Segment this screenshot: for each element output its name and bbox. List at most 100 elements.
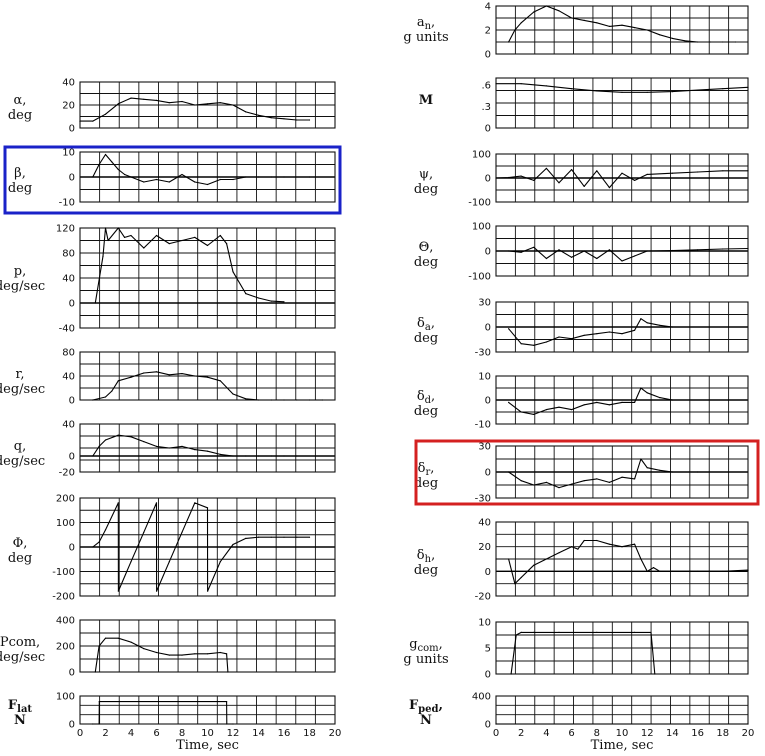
point-q (143, 441, 145, 443)
point-delta_r (634, 478, 636, 480)
point-delta_h (652, 567, 655, 569)
point-theta (596, 257, 598, 260)
ytick-theta: 100 (472, 222, 491, 233)
ytick-an: 0 (485, 50, 491, 61)
ytick-pcom: 0 (69, 668, 75, 679)
point-pcom (130, 641, 132, 643)
param-unit-delta_d: deg (414, 404, 438, 419)
frame-r (79, 351, 336, 401)
param-unit-phi: deg (8, 551, 32, 566)
point-psi (634, 179, 636, 181)
xtick-left: 16 (278, 728, 291, 739)
point-q (206, 450, 209, 452)
point-an (709, 41, 711, 43)
ytick-pcom: 400 (56, 616, 75, 627)
point-M (671, 91, 674, 93)
ytick-theta: -100 (468, 272, 491, 283)
point-q (117, 434, 119, 436)
xtick-left: 4 (128, 728, 134, 739)
xtick-right: 2 (518, 728, 524, 739)
point-theta (646, 250, 648, 252)
series-line-q (92, 434, 297, 457)
point-an (722, 41, 724, 43)
point-q (194, 449, 196, 451)
point-delta_a (671, 326, 674, 328)
point-an (583, 19, 585, 21)
point-delta_h (508, 558, 510, 560)
point-theta (722, 248, 724, 250)
ytick-gcom: 10 (478, 618, 491, 629)
point-beta (117, 168, 119, 171)
point-delta_a (621, 333, 623, 335)
point-beta (308, 176, 311, 178)
point-delta_r (659, 469, 661, 471)
point-q (104, 439, 107, 441)
param-label-delta_r: δr, (418, 461, 435, 478)
point-q (296, 455, 298, 457)
point-flat (98, 701, 100, 703)
point-theta (571, 256, 573, 258)
highlight-box-beta (3, 145, 342, 215)
param-label-M: M (419, 93, 433, 108)
point-phi (168, 561, 170, 563)
point-q (92, 455, 94, 457)
xtick-right: 14 (666, 728, 679, 739)
point-an (621, 24, 623, 26)
ytick-delta_d: -10 (475, 420, 491, 431)
point-delta_r (583, 480, 585, 482)
point-delta_h (533, 564, 535, 566)
point-beta (181, 173, 183, 176)
panels: 40200α,deg100-10β,deg12080400-40p,deg/se… (0, 2, 749, 731)
point-delta_d (520, 411, 522, 413)
point-phi (245, 537, 247, 540)
xtick-right: 12 (641, 728, 654, 739)
ytick-flat: 0 (69, 720, 75, 731)
panel-alpha: 40 20 0 α,deg (8, 78, 336, 135)
ytick-delta_d: 10 (478, 372, 491, 383)
point-p (219, 234, 221, 237)
point-alpha (104, 113, 107, 115)
ytick-M: .3 (481, 102, 491, 113)
series-line-delta_a (508, 318, 673, 346)
point-an (558, 10, 560, 12)
point-M (646, 91, 648, 93)
point-beta (232, 178, 234, 181)
series-line-theta (496, 246, 749, 262)
param-unit-theta: deg (414, 255, 438, 270)
frame-delta_d (495, 375, 749, 425)
point-delta_h (583, 539, 585, 542)
point-delta_h (634, 543, 636, 545)
point-M (520, 83, 522, 85)
ytick-beta: 10 (62, 148, 75, 159)
xtick-left: 20 (329, 728, 342, 739)
param-unit-fped: N (420, 713, 432, 728)
point-alpha (308, 119, 311, 121)
point-r (130, 376, 132, 378)
param-unit-r: deg/sec (0, 382, 45, 397)
point-an (596, 22, 598, 24)
point-flat (232, 723, 234, 725)
point-alpha (92, 120, 94, 122)
xtick-left: 10 (201, 728, 214, 739)
point-theta (545, 257, 548, 260)
ytick-r: 40 (62, 372, 75, 383)
point-r (181, 373, 183, 375)
point-phi (143, 531, 145, 533)
param-label-delta_a: δa, (417, 316, 435, 333)
point-beta (92, 176, 94, 178)
point-theta (495, 250, 497, 252)
point-alpha (117, 103, 119, 105)
frame-phi (79, 497, 336, 597)
point-delta_d (634, 401, 636, 403)
point-phi (206, 507, 209, 509)
point-delta_h (495, 558, 497, 560)
point-psi (596, 170, 598, 172)
param-label-psi: ψ, (419, 167, 433, 182)
xtick-right: 20 (742, 728, 755, 739)
param-label-theta: Θ, (419, 240, 434, 255)
point-M (747, 86, 749, 88)
point-psi (722, 170, 724, 172)
ytick-gcom: 5 (485, 644, 491, 655)
